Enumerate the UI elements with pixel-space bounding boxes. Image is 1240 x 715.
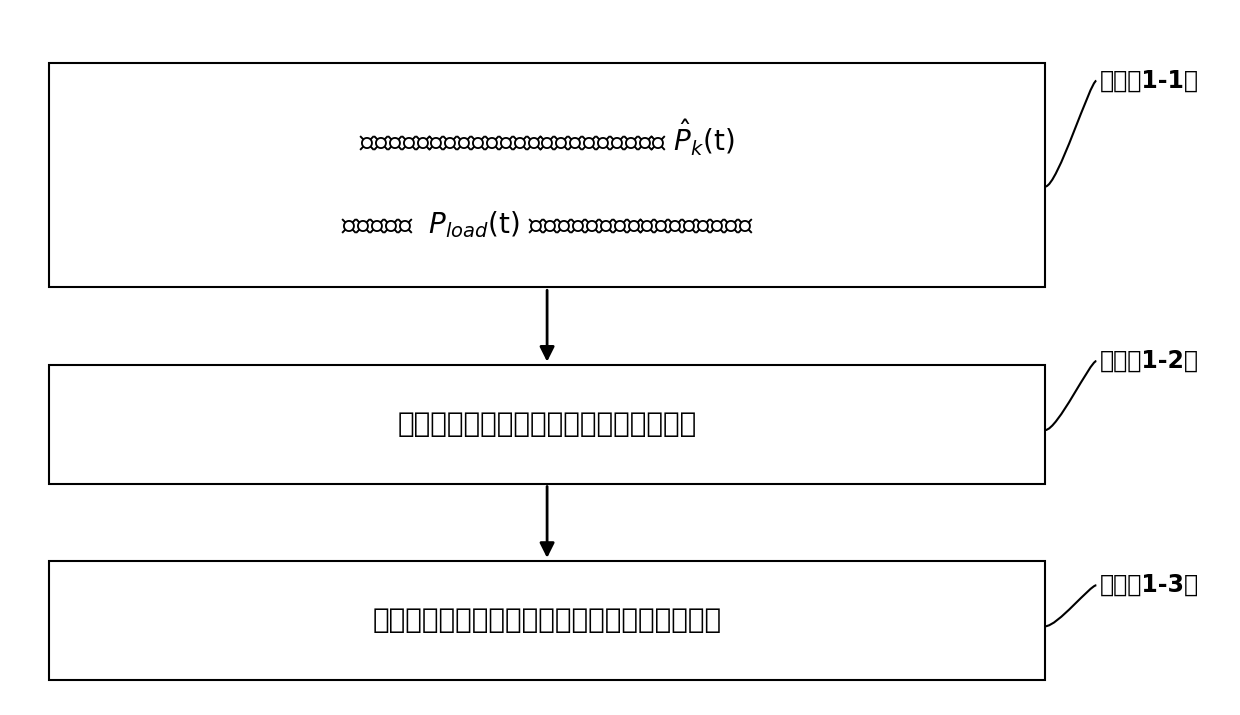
Text: 步骤（1-3）: 步骤（1-3） (1100, 573, 1199, 597)
Text: 步骤（1-1）: 步骤（1-1） (1100, 69, 1199, 93)
Bar (48, 561, 1045, 680)
Bar (48, 63, 1045, 287)
Text: 构建主动配电网长时间尺度优化调度模型: 构建主动配电网长时间尺度优化调度模型 (398, 410, 697, 438)
Text: 获取长时间尺度下主动配电网的分布式电源预测值 $\hat{P}_k$(t): 获取长时间尺度下主动配电网的分布式电源预测值 $\hat{P}_k$(t) (360, 117, 735, 157)
Bar (48, 365, 1045, 483)
Text: 负荷预测值  $P_{load}$(t) 、储能可调容量和柔性负荷可调容量: 负荷预测值 $P_{load}$(t) 、储能可调容量和柔性负荷可调容量 (341, 209, 754, 240)
Text: 获取主动配电网长时间尺度优化调度的优化结果: 获取主动配电网长时间尺度优化调度的优化结果 (372, 606, 722, 634)
Text: 步骤（1-2）: 步骤（1-2） (1100, 349, 1199, 373)
